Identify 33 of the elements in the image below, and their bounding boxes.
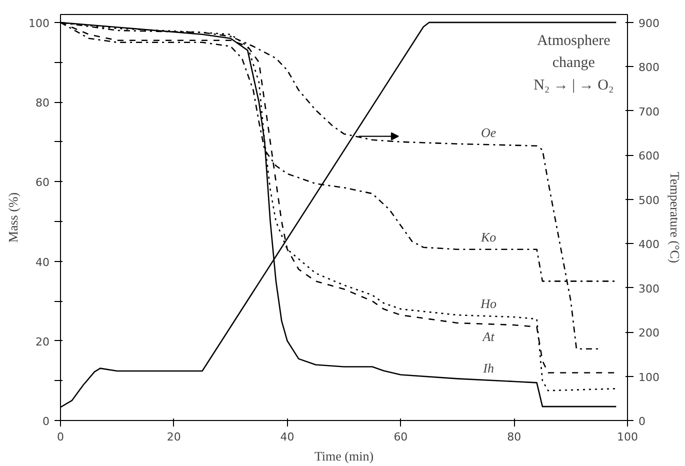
x-tick-label: 60 — [394, 430, 408, 444]
y2-tick-label: 800 — [638, 61, 660, 74]
y2-tick-label: 500 — [638, 194, 660, 207]
y-tick-label: 0 — [42, 415, 50, 428]
x-axis-title: Time (min) — [314, 448, 374, 464]
x-tick-label: 80 — [507, 430, 522, 444]
y2-tick-label: 400 — [638, 238, 660, 252]
y2-tick-label: 600 — [638, 150, 660, 163]
y2-tick-label: 900 — [638, 16, 660, 30]
y-axis-title: Mass (%) — [6, 192, 21, 243]
annotation: N₂ → | → O₂ — [534, 77, 614, 94]
y-tick-label: 60 — [36, 176, 50, 190]
series-label: Ih — [482, 360, 494, 376]
y2-tick-label: 700 — [638, 105, 660, 118]
x-tick-label: 40 — [280, 430, 294, 444]
series-label: At — [482, 328, 495, 344]
series-label: Ko — [480, 229, 497, 244]
x-tick-label: 100 — [617, 430, 638, 444]
y-tick-label: 80 — [36, 96, 50, 110]
series-label: Ho — [480, 296, 498, 312]
y2-tick-label: 0 — [638, 415, 646, 428]
y-tick-label: 40 — [36, 256, 50, 269]
y2-tick-label: 300 — [638, 282, 660, 296]
y2-tick-label: 100 — [638, 370, 660, 384]
annotation: change — [552, 55, 596, 72]
x-tick-label: 20 — [166, 430, 181, 444]
x-tick-label: 0 — [57, 430, 64, 444]
y-tick-label: 100 — [28, 16, 50, 30]
annotation: Atmosphere — [536, 32, 611, 49]
y2-axis-title: Temperature (°C) — [667, 172, 682, 264]
series-label: Oe — [481, 124, 496, 140]
y-tick-label: 20 — [36, 335, 50, 348]
y2-tick-label: 200 — [638, 326, 660, 340]
